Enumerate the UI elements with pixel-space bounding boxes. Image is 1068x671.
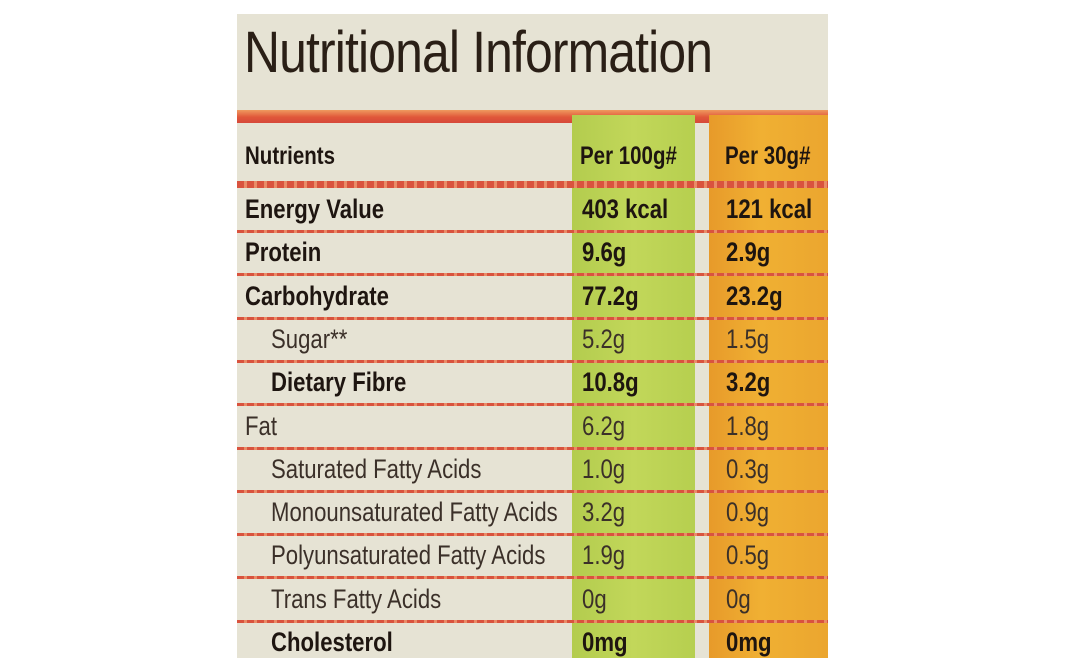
row-divider: [237, 403, 828, 407]
nutrient-name: Dietary Fibre: [271, 367, 407, 398]
value-per-100g: 1.0g: [582, 453, 626, 484]
nutrient-name: Protein: [245, 237, 322, 268]
row-divider: [237, 359, 828, 363]
value-per-30g: 0.5g: [726, 540, 770, 571]
row-divider: [237, 533, 828, 537]
value-per-30g: 1.8g: [726, 410, 770, 441]
label-title: Nutritional Information: [244, 20, 713, 85]
row-divider: [237, 619, 828, 623]
nutrition-label: Nutritional Information Nutrients Per 10…: [237, 14, 828, 658]
value-per-100g: 0g: [582, 583, 607, 614]
row-divider: [237, 230, 828, 233]
nutrient-name: Polyunsaturated Fatty Acids: [271, 540, 546, 571]
value-per-30g: 3.2g: [726, 367, 771, 398]
nutrient-name: Sugar**: [271, 323, 348, 354]
value-per-100g: 1.9g: [582, 540, 626, 571]
header-nutrients: Nutrients: [245, 142, 335, 170]
value-per-100g: 6.2g: [582, 410, 626, 441]
nutrient-name: Carbohydrate: [245, 280, 389, 311]
value-per-30g: 0.9g: [726, 497, 770, 528]
header-per-100g: Per 100g#: [580, 142, 677, 170]
per-30g-column: [709, 115, 828, 658]
value-per-100g: 403 kcal: [582, 194, 669, 224]
header-per-30g: Per 30g#: [725, 142, 811, 170]
nutrient-name: Cholesterol: [271, 627, 393, 657]
nutrient-name: Monounsaturated Fatty Acids: [271, 497, 558, 528]
value-per-100g: 9.6g: [582, 237, 627, 268]
value-per-30g: 1.5g: [726, 323, 770, 354]
row-divider: [237, 489, 828, 493]
row-divider: [237, 316, 828, 320]
per-100g-column: [572, 115, 695, 658]
nutrient-name: Saturated Fatty Acids: [271, 453, 482, 484]
value-per-100g: 77.2g: [582, 280, 639, 311]
value-per-30g: 2.9g: [726, 237, 771, 268]
row-divider: [237, 446, 828, 450]
value-per-30g: 0.3g: [726, 453, 770, 484]
value-per-100g: 10.8g: [582, 367, 639, 398]
value-per-30g: 0g: [726, 583, 751, 614]
value-per-100g: 0mg: [582, 627, 628, 657]
value-per-30g: 23.2g: [726, 280, 783, 311]
row-divider: [237, 576, 828, 580]
value-per-100g: 3.2g: [582, 497, 626, 528]
header-divider: [237, 181, 828, 188]
nutrient-name: Energy Value: [245, 194, 385, 224]
nutrient-name: Fat: [245, 410, 277, 441]
value-per-30g: 0mg: [726, 627, 772, 657]
row-divider: [237, 273, 828, 277]
nutrient-name: Trans Fatty Acids: [271, 583, 442, 614]
value-per-30g: 121 kcal: [726, 194, 813, 224]
value-per-100g: 5.2g: [582, 323, 626, 354]
